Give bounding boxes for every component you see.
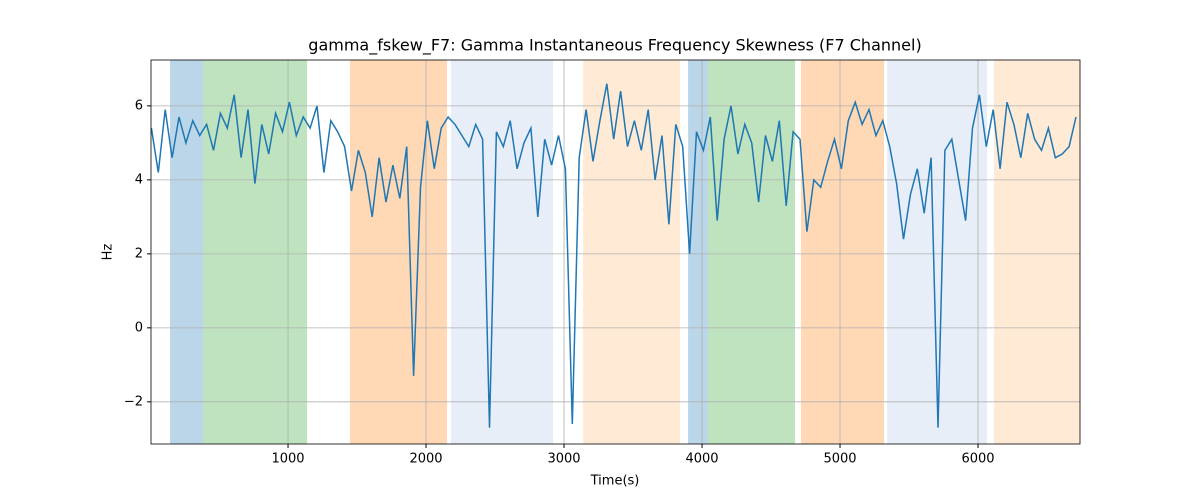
shaded-span bbox=[583, 60, 681, 444]
y-tick-label: 4 bbox=[135, 172, 143, 187]
shaded-span bbox=[203, 60, 308, 444]
shaded-span bbox=[994, 60, 1080, 444]
shaded-span bbox=[800, 60, 885, 444]
shaded-span bbox=[688, 60, 708, 444]
shaded-span bbox=[349, 60, 448, 444]
data-line bbox=[150, 83, 1077, 428]
y-tick-label: 0 bbox=[135, 320, 143, 335]
x-tick-label: 3000 bbox=[547, 452, 580, 467]
y-tick-label: 6 bbox=[135, 98, 143, 113]
shaded-span bbox=[170, 60, 204, 444]
x-tick-label: 1000 bbox=[271, 452, 304, 467]
y-tick-label: 2 bbox=[135, 246, 143, 261]
chart-title: gamma_fskew_F7: Gamma Instantaneous Freq… bbox=[308, 36, 921, 56]
shaded-span bbox=[451, 60, 553, 444]
x-tick-label: 6000 bbox=[961, 452, 994, 467]
x-tick-label: 4000 bbox=[685, 452, 718, 467]
shaded-span bbox=[707, 60, 796, 444]
y-tick-label: −2 bbox=[124, 394, 143, 409]
plot-frame bbox=[150, 59, 1081, 445]
x-tick-label: 5000 bbox=[823, 452, 856, 467]
y-axis-label: Hz bbox=[101, 244, 116, 261]
x-axis-label: Time(s) bbox=[590, 474, 640, 489]
x-tick-label: 2000 bbox=[409, 452, 442, 467]
